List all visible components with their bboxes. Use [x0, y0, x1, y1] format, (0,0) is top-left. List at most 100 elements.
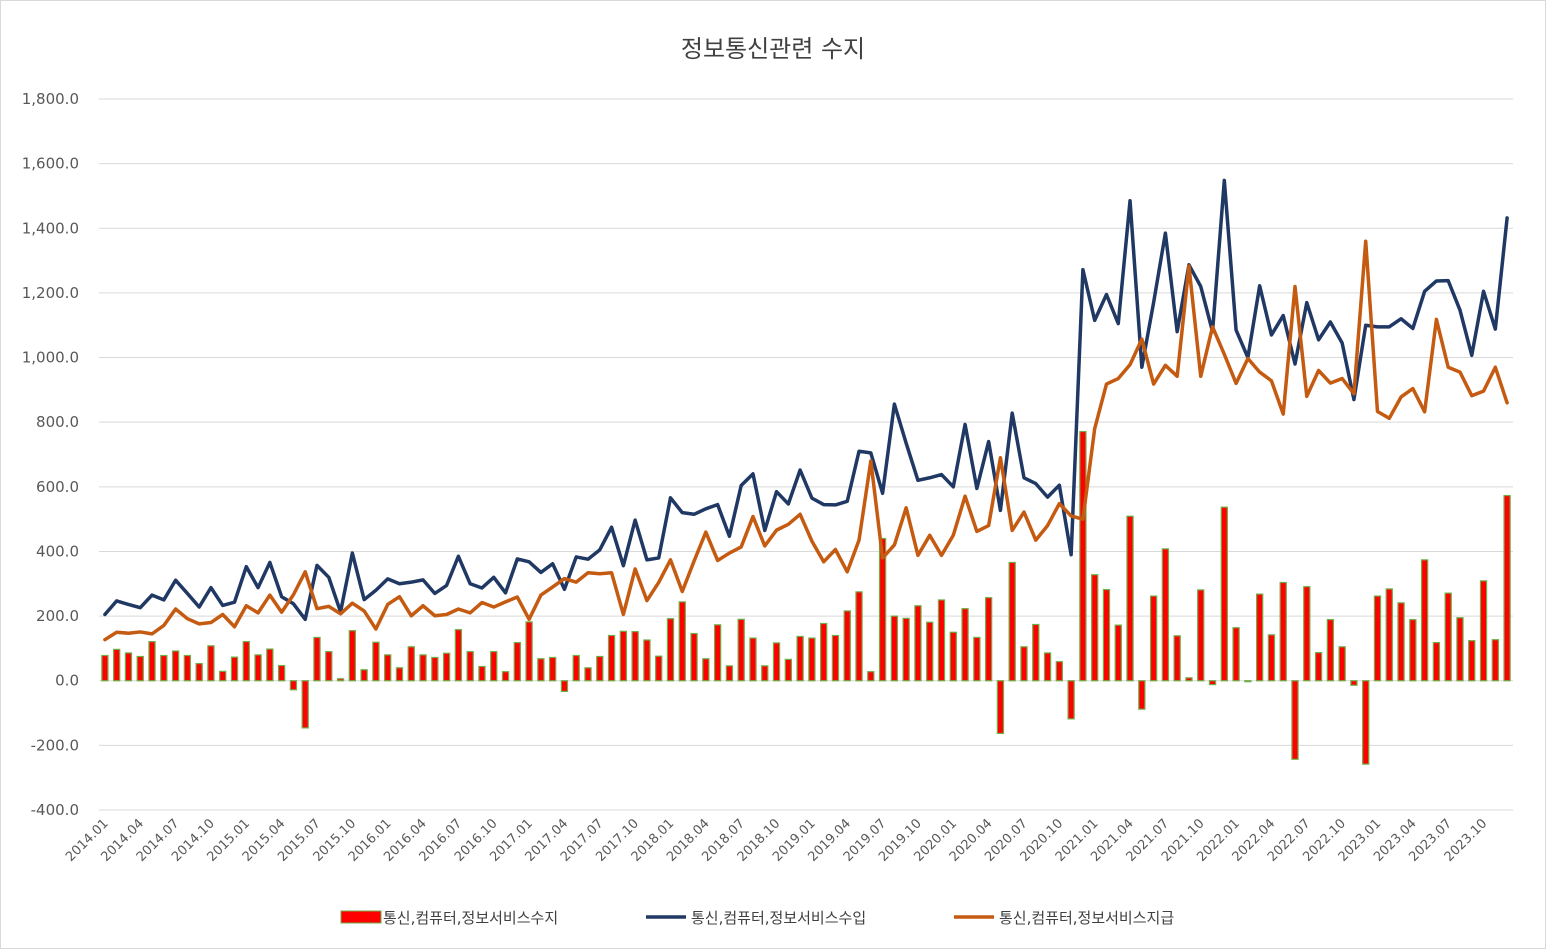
bar-mark [1197, 589, 1205, 682]
bar-mark [678, 601, 686, 682]
bar-mark [1279, 581, 1287, 682]
bar-mark [1255, 593, 1264, 682]
bar-mark [525, 621, 533, 682]
bar-mark [454, 629, 463, 682]
bar-mark [1468, 640, 1476, 682]
bar-mark [1432, 641, 1441, 682]
bar-mark [1362, 680, 1370, 765]
bar-mark [113, 648, 121, 682]
bar-mark [466, 651, 474, 682]
bar-series [101, 430, 1511, 765]
bar-mark [867, 671, 875, 682]
bar-mark [761, 665, 769, 682]
y-tick-label: 1,200.0 [22, 284, 79, 302]
y-tick-label: 400.0 [36, 542, 79, 560]
bar-mark [596, 655, 604, 682]
bar-mark [926, 621, 934, 682]
bar-mark [148, 641, 156, 682]
bar-mark [513, 641, 521, 682]
y-tick-label: 1,400.0 [22, 219, 79, 237]
legend-label-payments: 통신,컴퓨터,정보서비스지급 [999, 909, 1174, 927]
bar-mark [1303, 586, 1311, 682]
bar-mark [619, 630, 628, 682]
bar-mark [431, 656, 439, 682]
bar-mark [230, 656, 239, 682]
bar-mark [266, 648, 274, 682]
line-series [103, 178, 1509, 642]
bar-mark [1185, 677, 1193, 682]
bar-mark [1043, 652, 1052, 682]
bar-mark [478, 665, 486, 682]
bar-mark [1479, 580, 1488, 682]
bar-mark [183, 654, 192, 682]
y-tick-label: 800.0 [36, 413, 79, 431]
bar-mark [1208, 680, 1217, 686]
bar-mark [160, 654, 168, 682]
bar-mark [372, 641, 380, 682]
x-axis-labels: 2014.012014.042014.072014.102015.012015.… [63, 816, 1490, 865]
bar-mark [1350, 680, 1358, 686]
y-tick-label: -400.0 [31, 801, 79, 819]
bar-mark [442, 652, 451, 682]
y-tick-label: 1,800.0 [22, 90, 79, 108]
bar-mark [1020, 646, 1028, 682]
bar-mark [996, 680, 1005, 735]
bar-mark [643, 639, 651, 682]
bar-mark [1091, 574, 1099, 682]
bar-mark [395, 667, 404, 682]
bar-mark [749, 637, 757, 682]
bar-mark [1420, 559, 1429, 682]
bar-mark [914, 605, 922, 682]
bar-mark [725, 665, 734, 682]
bar-mark [1314, 652, 1323, 682]
bar-mark [1244, 680, 1252, 683]
bar-mark [1079, 430, 1087, 682]
bar-mark [360, 669, 368, 682]
bar-mark [572, 654, 580, 682]
bar-mark [902, 617, 910, 682]
bar-mark [325, 651, 333, 682]
bar-mark [1149, 595, 1158, 682]
bar-mark [537, 658, 545, 682]
bar-mark [219, 670, 227, 682]
bar-mark [666, 618, 675, 682]
bar-mark [277, 664, 286, 682]
bar-mark [973, 636, 981, 682]
bar-mark [808, 637, 816, 682]
bar-mark [843, 610, 851, 682]
bar-mark [1291, 680, 1299, 760]
bar-mark [254, 654, 262, 682]
bar-mark [1456, 617, 1464, 682]
bar-mark [1326, 619, 1335, 682]
y-tick-label: 200.0 [36, 607, 79, 625]
bar-mark [1232, 627, 1240, 682]
legend: 통신,컴퓨터,정보서비스수지 통신,컴퓨터,정보서비스수입 통신,컴퓨터,정보서… [340, 909, 1174, 927]
bar-mark [1385, 588, 1393, 682]
bar-mark [737, 618, 745, 682]
bar-mark [878, 537, 887, 682]
legend-label-receipts: 통신,컴퓨터,정보서비스수입 [691, 909, 866, 927]
y-tick-label: 600.0 [36, 478, 79, 496]
bar-mark [124, 652, 133, 682]
y-tick-label: 1,600.0 [22, 155, 79, 173]
bar-mark [820, 622, 828, 682]
bar-mark [1220, 506, 1228, 682]
bar-mark [336, 678, 345, 682]
line-payments [103, 239, 1509, 642]
bar-mark [1173, 635, 1181, 682]
bar-mark [855, 591, 863, 682]
bar-mark [1067, 680, 1075, 720]
bar-mark [301, 680, 309, 729]
bar-mark [289, 680, 298, 691]
bar-mark [1126, 515, 1134, 682]
bar-mark [195, 662, 203, 682]
bar-mark [313, 636, 321, 682]
bar-mark [1267, 634, 1276, 682]
bar-mark [690, 632, 698, 682]
bar-mark [1055, 661, 1064, 682]
bar-mark [501, 671, 510, 682]
bar-mark [1161, 548, 1170, 682]
bar-mark [984, 597, 993, 682]
